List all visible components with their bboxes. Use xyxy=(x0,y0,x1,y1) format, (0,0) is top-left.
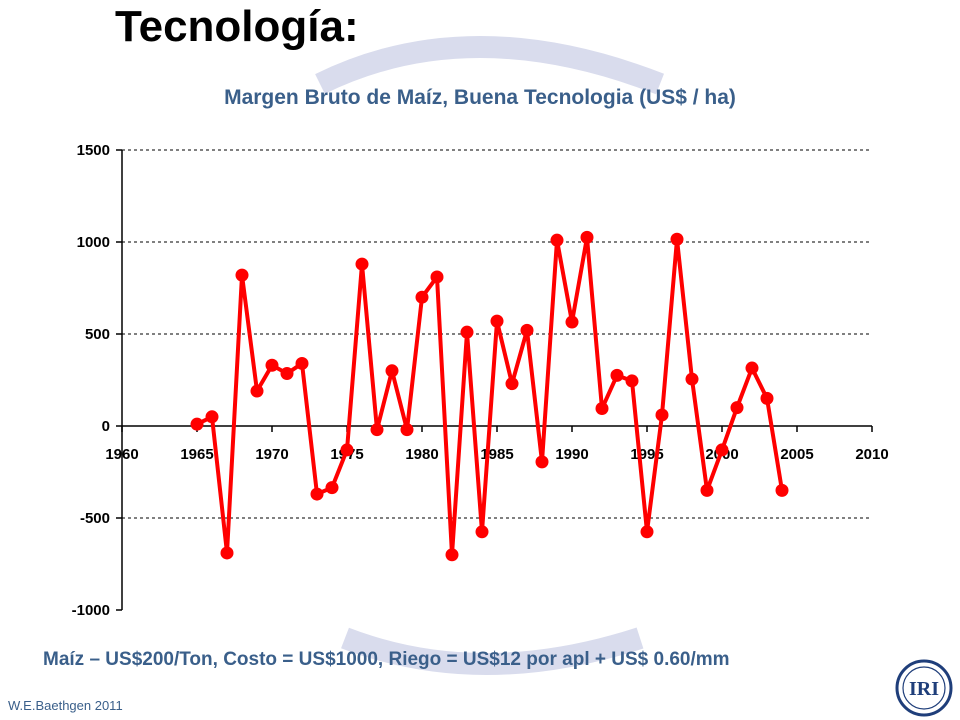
data-point xyxy=(610,368,624,382)
footnote: Maíz – US$200/Ton, Costo = US$1000, Rieg… xyxy=(43,649,730,670)
x-tick-label: 1990 xyxy=(555,446,588,463)
data-point xyxy=(655,408,669,422)
x-tick-label: 2010 xyxy=(855,446,888,463)
data-point xyxy=(265,358,279,372)
top-arc xyxy=(315,36,664,95)
x-tick-label: 2005 xyxy=(780,446,813,463)
data-point xyxy=(475,525,489,539)
data-point xyxy=(280,367,294,381)
data-point xyxy=(400,423,414,437)
data-point xyxy=(505,377,519,391)
x-tick-label: 1965 xyxy=(180,446,213,463)
author-credit: W.E.Baethgen 2011 xyxy=(8,698,123,713)
slide-title: Tecnología: xyxy=(115,2,359,51)
series-line xyxy=(196,235,784,557)
data-point xyxy=(355,257,369,271)
series-points xyxy=(190,230,789,562)
data-point xyxy=(700,483,714,497)
data-point xyxy=(760,391,774,405)
data-point xyxy=(775,483,789,497)
data-point xyxy=(535,455,549,469)
y-tick-label: 1000 xyxy=(77,234,110,251)
data-point xyxy=(340,443,354,457)
data-point xyxy=(595,402,609,416)
data-point xyxy=(715,443,729,457)
data-point xyxy=(430,270,444,284)
data-point xyxy=(550,233,564,247)
data-point xyxy=(565,315,579,329)
data-point xyxy=(445,548,459,562)
y-tick-label: 500 xyxy=(85,326,110,343)
data-point xyxy=(685,372,699,386)
data-point xyxy=(220,546,234,560)
x-tick-label: 1960 xyxy=(105,446,138,463)
data-point xyxy=(370,423,384,437)
data-point xyxy=(190,417,204,431)
data-point xyxy=(670,232,684,246)
y-tick-label: -1000 xyxy=(72,602,110,619)
data-point xyxy=(520,323,534,337)
data-point xyxy=(385,364,399,378)
iri-logo: IRI xyxy=(895,659,953,717)
data-point xyxy=(640,525,654,539)
data-point xyxy=(460,325,474,339)
y-tick-label: -500 xyxy=(80,510,110,527)
bottom-arc xyxy=(341,627,644,675)
y-tick-label: 1500 xyxy=(77,142,110,159)
data-point xyxy=(625,374,639,388)
logo-text: IRI xyxy=(909,678,939,700)
data-point xyxy=(490,314,504,328)
chart-title: Margen Bruto de Maíz, Buena Tecnologia (… xyxy=(224,86,736,109)
data-point xyxy=(325,481,339,495)
data-point xyxy=(205,410,219,424)
data-point xyxy=(295,356,309,370)
data-point xyxy=(250,384,264,398)
tick-labels: 150010005000-500-10001960196519701975198… xyxy=(72,142,889,619)
data-point xyxy=(745,361,759,375)
series-line-0 xyxy=(196,235,784,557)
x-tick-label: 1980 xyxy=(405,446,438,463)
data-point xyxy=(415,290,429,304)
axes xyxy=(116,149,873,611)
x-tick-label: 1970 xyxy=(255,446,288,463)
y-tick-label: 0 xyxy=(102,418,110,435)
data-point xyxy=(310,487,324,501)
data-point xyxy=(580,230,594,244)
data-point xyxy=(235,268,249,282)
data-point xyxy=(730,401,744,415)
